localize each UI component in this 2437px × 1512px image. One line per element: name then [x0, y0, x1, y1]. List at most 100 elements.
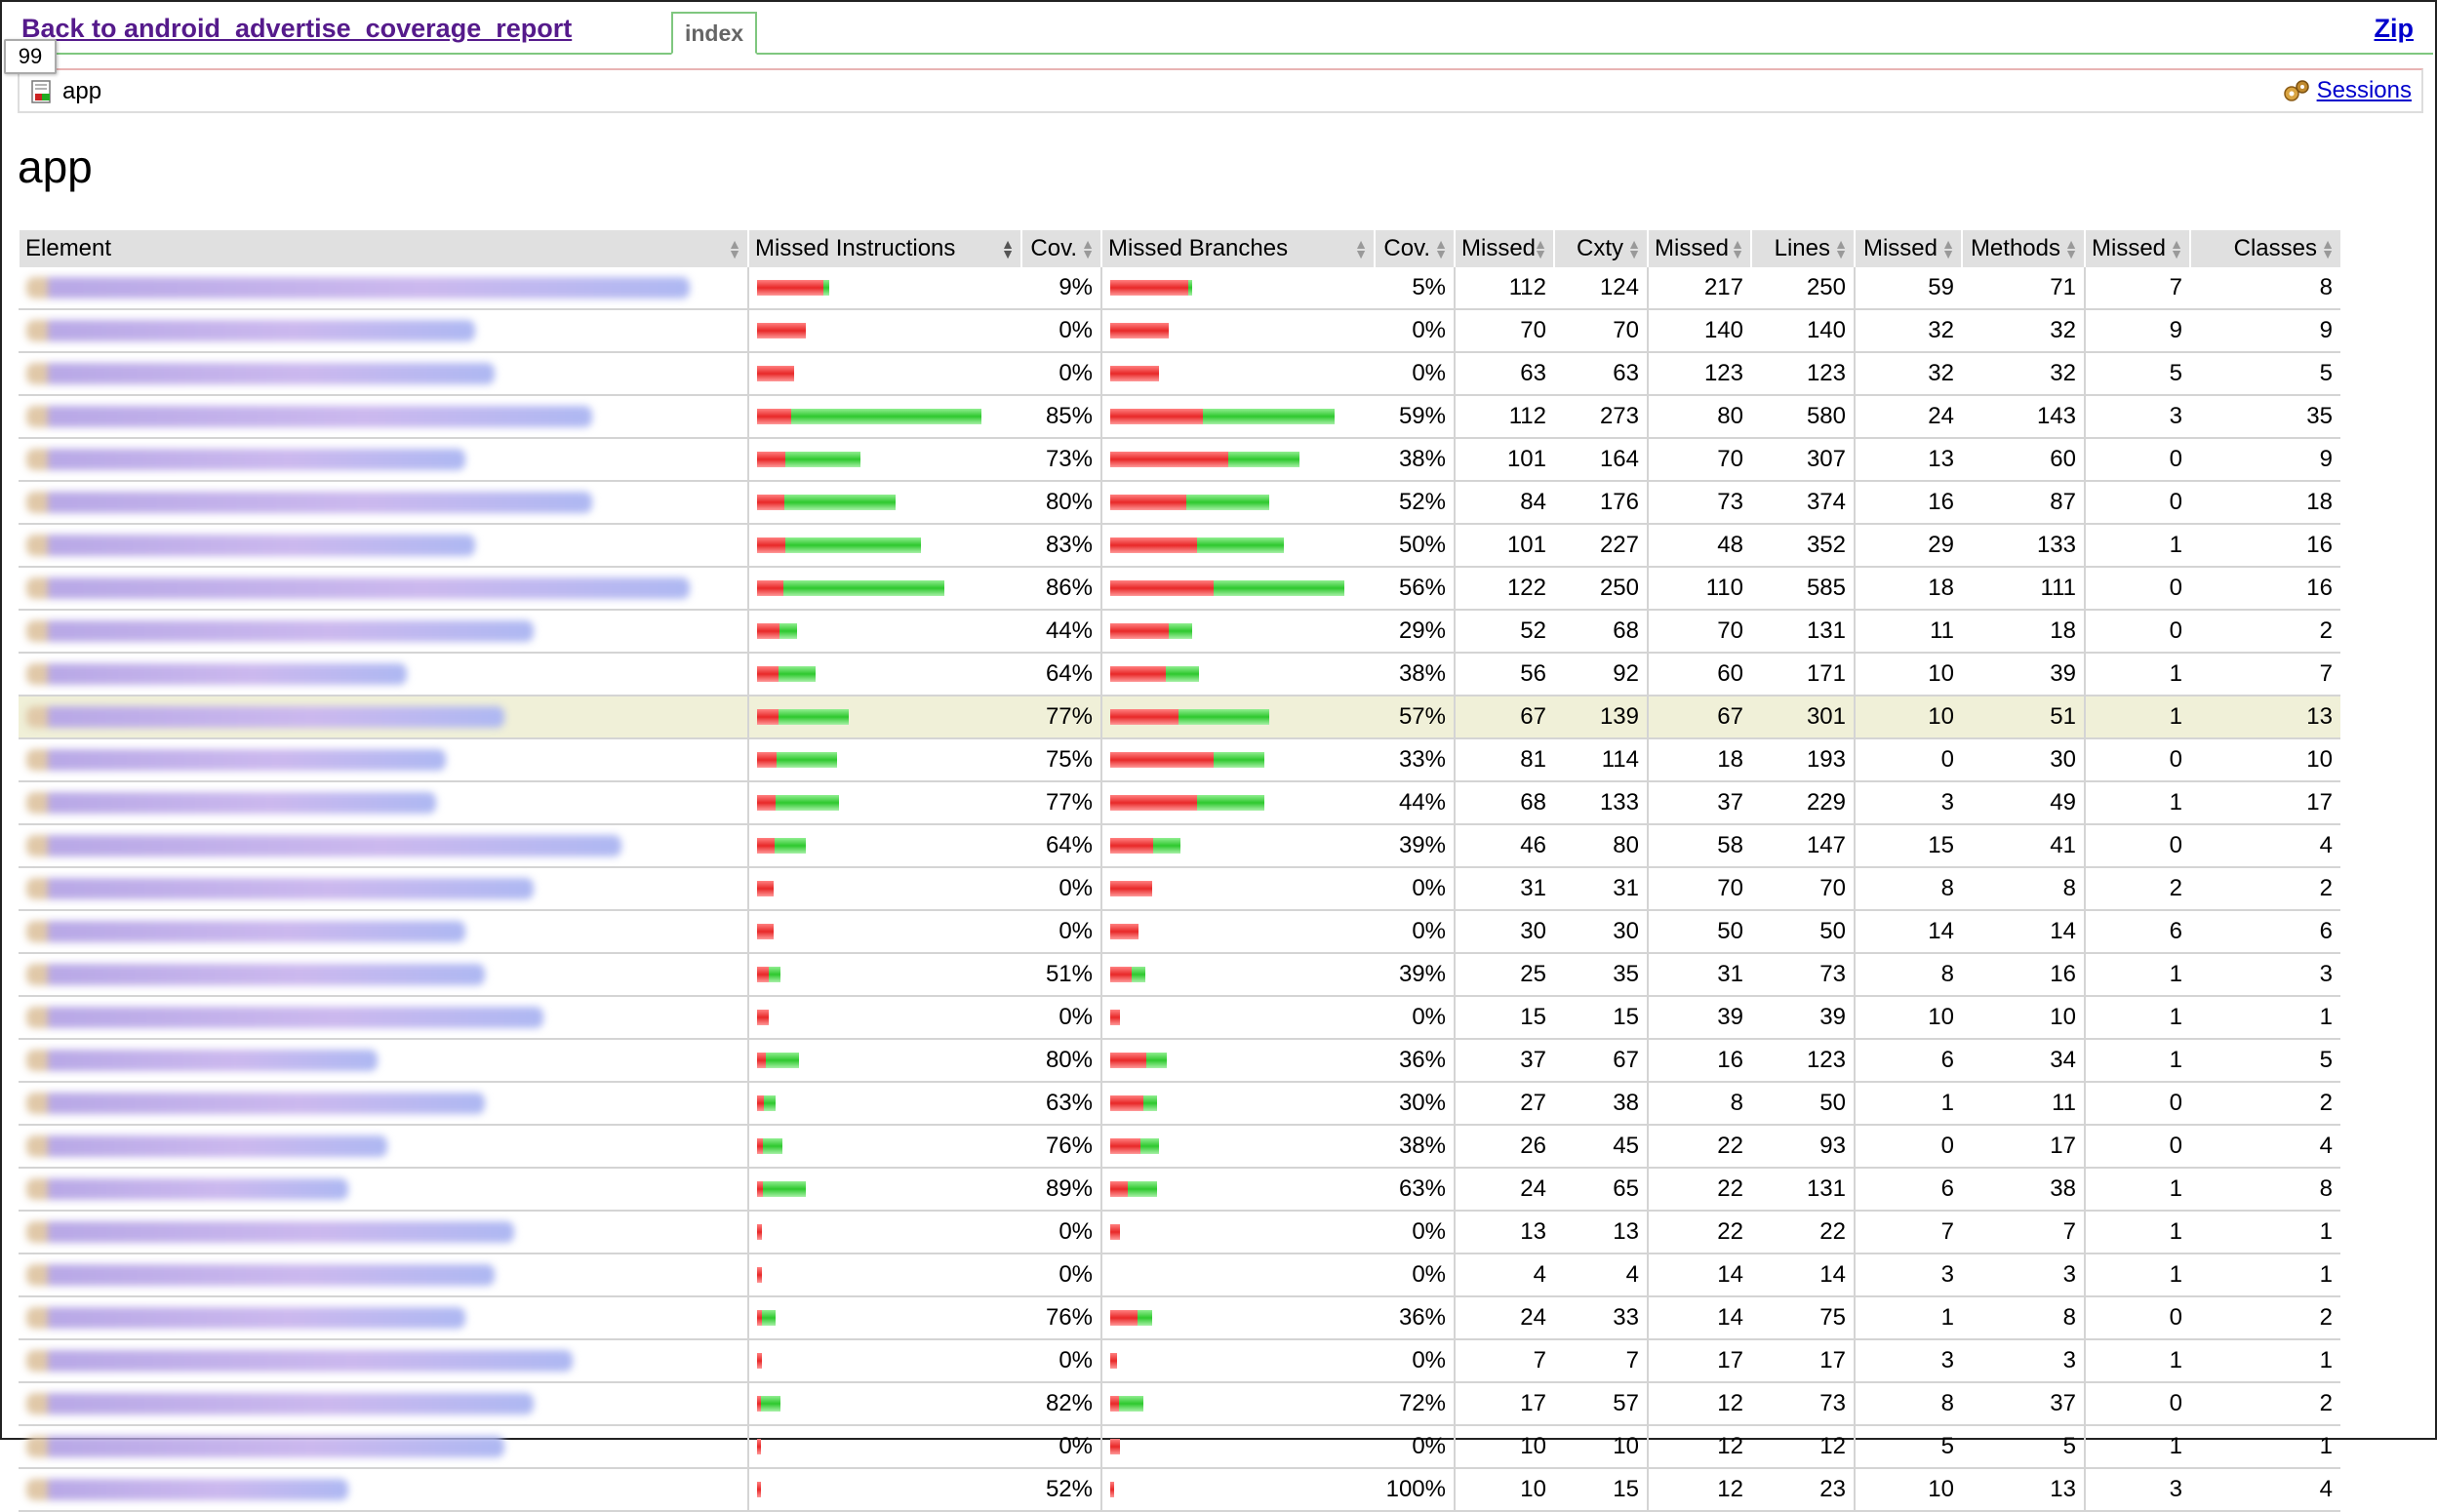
element-name-cell[interactable] — [19, 824, 748, 868]
missed-classes-cell: 0 — [2084, 610, 2190, 654]
element-link[interactable] — [26, 1093, 485, 1114]
element-link[interactable] — [26, 1393, 534, 1414]
element-link[interactable] — [26, 1050, 378, 1071]
element-name-cell[interactable] — [19, 481, 748, 525]
missed-instructions-cell — [747, 1425, 1021, 1469]
element-link[interactable] — [26, 620, 534, 642]
element-link[interactable] — [26, 964, 485, 985]
col-methods[interactable]: Methods ▲ ▼ — [1961, 230, 2085, 267]
element-link[interactable] — [26, 1436, 504, 1457]
col-branch-cov[interactable]: Cov. ▲ ▼ — [1374, 230, 1455, 267]
element-name-cell[interactable] — [19, 610, 748, 654]
element-link[interactable] — [26, 1307, 465, 1329]
element-link[interactable] — [26, 1264, 495, 1286]
element-name-cell[interactable] — [19, 1296, 748, 1340]
covered-bar-segment — [777, 752, 837, 768]
col-missed-cxty[interactable]: Missed ▲ ▼ — [1454, 230, 1554, 267]
element-name-cell[interactable] — [19, 1082, 748, 1126]
element-name-cell[interactable] — [19, 910, 748, 954]
missed-instructions-cell — [747, 996, 1021, 1040]
missed-lines-cell: 80 — [1647, 395, 1751, 439]
element-name-cell[interactable] — [19, 1211, 748, 1254]
missed-bar-segment — [757, 1310, 762, 1326]
col-missed-branches[interactable]: Missed Branches ▲ ▼ — [1100, 230, 1375, 267]
element-name-cell[interactable] — [19, 781, 748, 825]
element-name-cell[interactable] — [19, 438, 748, 482]
element-name-cell[interactable] — [19, 867, 748, 911]
missed-cxty-cell: 26 — [1454, 1125, 1554, 1169]
element-link[interactable] — [26, 449, 465, 470]
element-name-cell[interactable] — [19, 1468, 748, 1512]
back-to-report-link[interactable]: Back to android_advertise_coverage_repor… — [21, 14, 573, 43]
element-link[interactable] — [26, 406, 592, 427]
col-missed-lines[interactable]: Missed ▲ ▼ — [1647, 230, 1751, 267]
element-name-cell[interactable] — [19, 696, 748, 739]
lines-cell: 171 — [1751, 653, 1855, 696]
element-name-cell[interactable] — [19, 1125, 748, 1169]
element-name-cell[interactable] — [19, 1425, 748, 1469]
element-link[interactable] — [26, 706, 504, 728]
element-name-cell[interactable] — [19, 524, 748, 568]
classes-cell: 3 — [2190, 953, 2340, 997]
missed-cxty-cell: 13 — [1454, 1211, 1554, 1254]
table-row: 89% 63% 24 65 22 131 6 38 1 8 — [19, 1168, 2340, 1212]
sessions-link[interactable]: Sessions — [2316, 77, 2412, 103]
element-link[interactable] — [26, 1178, 348, 1200]
element-name-cell[interactable] — [19, 395, 748, 439]
missed-instructions-cell — [747, 610, 1021, 654]
col-classes[interactable]: Classes ▲ ▼ — [2189, 230, 2340, 267]
col-missed-methods[interactable]: Missed ▲ ▼ — [1854, 230, 1962, 267]
lines-cell: 93 — [1751, 1125, 1855, 1169]
element-name-cell[interactable] — [19, 267, 748, 310]
missed-bar-segment — [1110, 537, 1197, 553]
element-link[interactable] — [26, 1479, 348, 1500]
element-link[interactable] — [26, 1221, 514, 1243]
classes-cell: 1 — [2190, 1425, 2340, 1469]
missed-cxty-cell: 31 — [1454, 867, 1554, 911]
missed-bar-segment — [1110, 623, 1169, 639]
col-instr-cov[interactable]: Cov. ▲ ▼ — [1020, 230, 1101, 267]
element-link[interactable] — [26, 363, 495, 384]
element-name-cell[interactable] — [19, 1168, 748, 1212]
element-name-cell[interactable] — [19, 953, 748, 997]
element-link[interactable] — [26, 577, 690, 599]
element-name-cell[interactable] — [19, 738, 748, 782]
col-element[interactable]: Element ▲ ▼ — [18, 230, 748, 267]
element-link[interactable] — [26, 878, 534, 899]
sessions[interactable]: Sessions — [2282, 77, 2412, 104]
element-link[interactable] — [26, 663, 407, 685]
lines-cell: 39 — [1751, 996, 1855, 1040]
col-cxty[interactable]: Cxty ▲ ▼ — [1553, 230, 1648, 267]
element-name-cell[interactable] — [19, 567, 748, 611]
table-row: 0% 0% 7 7 17 17 3 3 1 1 — [19, 1339, 2340, 1383]
methods-cell: 32 — [1962, 352, 2085, 396]
missed-bar-segment — [757, 838, 776, 854]
element-link[interactable] — [26, 320, 475, 341]
element-link[interactable] — [26, 749, 446, 771]
element-name-cell[interactable] — [19, 352, 748, 396]
col-missed-instructions[interactable]: Missed Instructions ▲ ▼ — [747, 230, 1021, 267]
element-link[interactable] — [26, 921, 465, 942]
element-name-cell[interactable] — [19, 309, 748, 353]
col-lines[interactable]: Lines ▲ ▼ — [1750, 230, 1855, 267]
cxty-cell: 33 — [1554, 1296, 1648, 1340]
element-link[interactable] — [26, 277, 690, 298]
element-link[interactable] — [26, 1350, 573, 1372]
element-link[interactable] — [26, 492, 592, 513]
element-link[interactable] — [26, 535, 475, 556]
col-missed-classes[interactable]: Missed ▲ ▼ — [2084, 230, 2190, 267]
tab-index[interactable]: index — [671, 12, 757, 55]
missed-classes-cell: 2 — [2084, 867, 2190, 911]
element-link[interactable] — [26, 1007, 543, 1028]
element-link[interactable] — [26, 1135, 387, 1157]
missed-bar-segment — [1110, 924, 1139, 939]
element-name-cell[interactable] — [19, 996, 748, 1040]
element-name-cell[interactable] — [19, 1382, 748, 1426]
zip-link[interactable]: Zip — [2374, 14, 2415, 43]
element-name-cell[interactable] — [19, 1339, 748, 1383]
element-name-cell[interactable] — [19, 653, 748, 696]
element-name-cell[interactable] — [19, 1039, 748, 1083]
element-link[interactable] — [26, 835, 621, 856]
element-link[interactable] — [26, 792, 436, 814]
element-name-cell[interactable] — [19, 1253, 748, 1297]
